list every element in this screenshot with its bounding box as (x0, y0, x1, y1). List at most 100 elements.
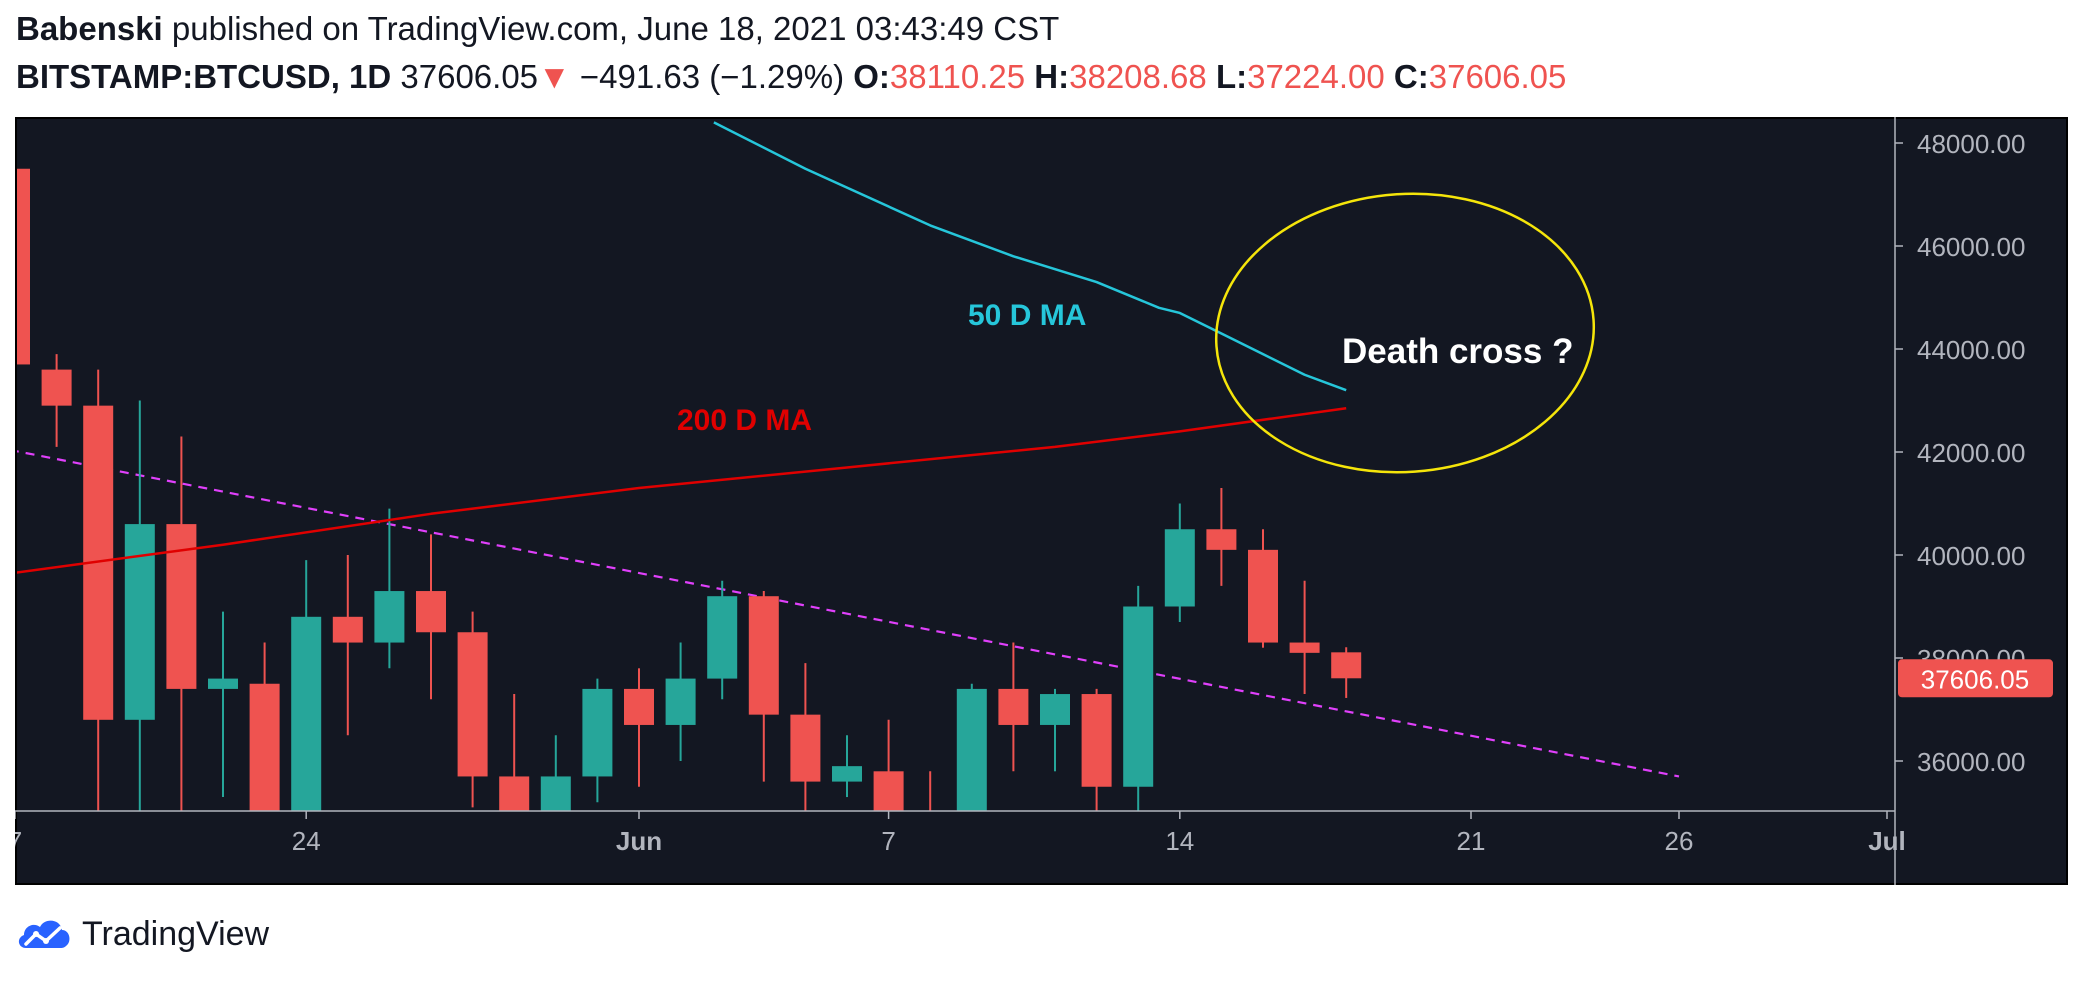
x-tick-label: 21 (1457, 826, 1486, 856)
candle (499, 694, 530, 811)
ma200-label: 200 D MA (677, 404, 812, 437)
candle-body (665, 678, 696, 725)
y-tick-label: 48000.00 (1917, 129, 2025, 159)
symbol-label: BITSTAMP:BTCUSD, 1D (16, 58, 392, 95)
candle (707, 580, 738, 700)
candle-body (1081, 694, 1112, 787)
candle (1206, 488, 1237, 586)
close-value: 37606.05 (1428, 58, 1567, 95)
candle (17, 168, 30, 365)
x-tick-label: 14 (1165, 826, 1194, 856)
x-tick-label: Jun (616, 826, 662, 856)
candle-body (332, 616, 363, 643)
candle-body (1164, 529, 1195, 607)
price-label-box (1898, 659, 2053, 698)
publish-info: Babenski published on TradingView.com, J… (16, 10, 1059, 48)
candle-body (416, 591, 446, 633)
candle-body (208, 678, 238, 689)
x-tick-label: 7 (881, 826, 895, 856)
candle (540, 735, 571, 811)
price-chart[interactable]: 50 D MA 200 D MA Death cross ? 48000.00 460… (15, 117, 2068, 885)
x-tick-label: Jul (1868, 826, 1906, 856)
candle (332, 555, 363, 736)
candle-body (790, 714, 821, 782)
publish-text: published on TradingView.com, June 18, 2… (171, 10, 1060, 47)
x-tick-label: 7 (15, 826, 22, 856)
candle (665, 642, 696, 761)
ma200-line (17, 406, 1347, 574)
candle (998, 642, 1029, 772)
candle (374, 508, 405, 669)
candle-body (457, 632, 488, 777)
candle-body (17, 168, 30, 365)
candle (1289, 580, 1320, 695)
candle (457, 611, 488, 808)
candle (1081, 688, 1112, 811)
chart-background (15, 117, 2068, 885)
candle-body (832, 766, 862, 782)
candle-body (1248, 549, 1278, 643)
high-value: 38208.68 (1069, 58, 1207, 95)
last-price: 37606.05 (400, 58, 539, 95)
open-value: 38110.25 (889, 58, 1026, 95)
x-tick-label: 24 (292, 826, 321, 856)
y-tick-label: 44000.00 (1917, 335, 2025, 365)
candle (1164, 503, 1195, 622)
down-arrow-icon: ▼ (538, 58, 571, 95)
candle (1248, 529, 1278, 648)
candle-body (374, 591, 405, 643)
candle (1331, 647, 1362, 698)
x-tick-label: 26 (1665, 826, 1694, 856)
author-name: Babenski (16, 10, 163, 47)
price-change: −491.63 (−1.29%) (579, 58, 845, 95)
candle (1123, 585, 1154, 811)
descending-trendline (17, 450, 1680, 778)
candle-body (1289, 642, 1320, 653)
y-tick-label: 42000.00 (1917, 438, 2025, 468)
candle (624, 668, 654, 787)
candle-body (1331, 652, 1362, 679)
candle (208, 611, 238, 798)
candle-body (291, 616, 322, 811)
y-tick-label: 40000.00 (1917, 541, 2025, 571)
candle-body (41, 369, 72, 406)
candle-body (499, 776, 530, 811)
candle (873, 719, 904, 811)
candle (929, 771, 932, 811)
tradingview-logo[interactable]: TradingView (16, 912, 269, 956)
candle-body (249, 683, 280, 811)
candle-body (998, 688, 1029, 725)
candle (41, 354, 72, 447)
candle (748, 591, 779, 782)
candle (1040, 688, 1070, 772)
y-tick-label: 36000.00 (1917, 747, 2025, 777)
candle-body (540, 776, 571, 811)
candle-body (1040, 694, 1070, 725)
candle-body (1206, 529, 1237, 550)
high-label: H: (1034, 58, 1070, 95)
candle (249, 642, 280, 811)
candle-body (956, 688, 987, 811)
candle (416, 534, 446, 700)
low-label: L: (1215, 58, 1248, 95)
close-label: C: (1393, 58, 1429, 95)
death-cross-ellipse (1214, 192, 1596, 474)
tradingview-cloud-icon (18, 920, 70, 948)
tradingview-brand: TradingView (82, 914, 270, 953)
candle-body (582, 688, 613, 777)
candle (956, 683, 987, 811)
ma50-line (713, 121, 1347, 392)
candle-body (748, 596, 779, 715)
candle-body (624, 688, 654, 725)
low-value: 37224.00 (1247, 58, 1385, 95)
candle (291, 560, 322, 811)
chart-frame (15, 117, 2068, 885)
candle-body (707, 596, 738, 679)
price-label: 37606.05 (1921, 664, 2029, 694)
candle (832, 735, 862, 798)
ohlc-legend: BITSTAMP:BTCUSD, 1D 37606.05▼ −491.63 (−… (16, 58, 1566, 96)
open-label: O: (853, 58, 890, 95)
death-cross-label: Death cross ? (1342, 332, 1573, 371)
candle-body (1123, 606, 1154, 787)
ma50-label: 50 D MA (968, 299, 1086, 332)
